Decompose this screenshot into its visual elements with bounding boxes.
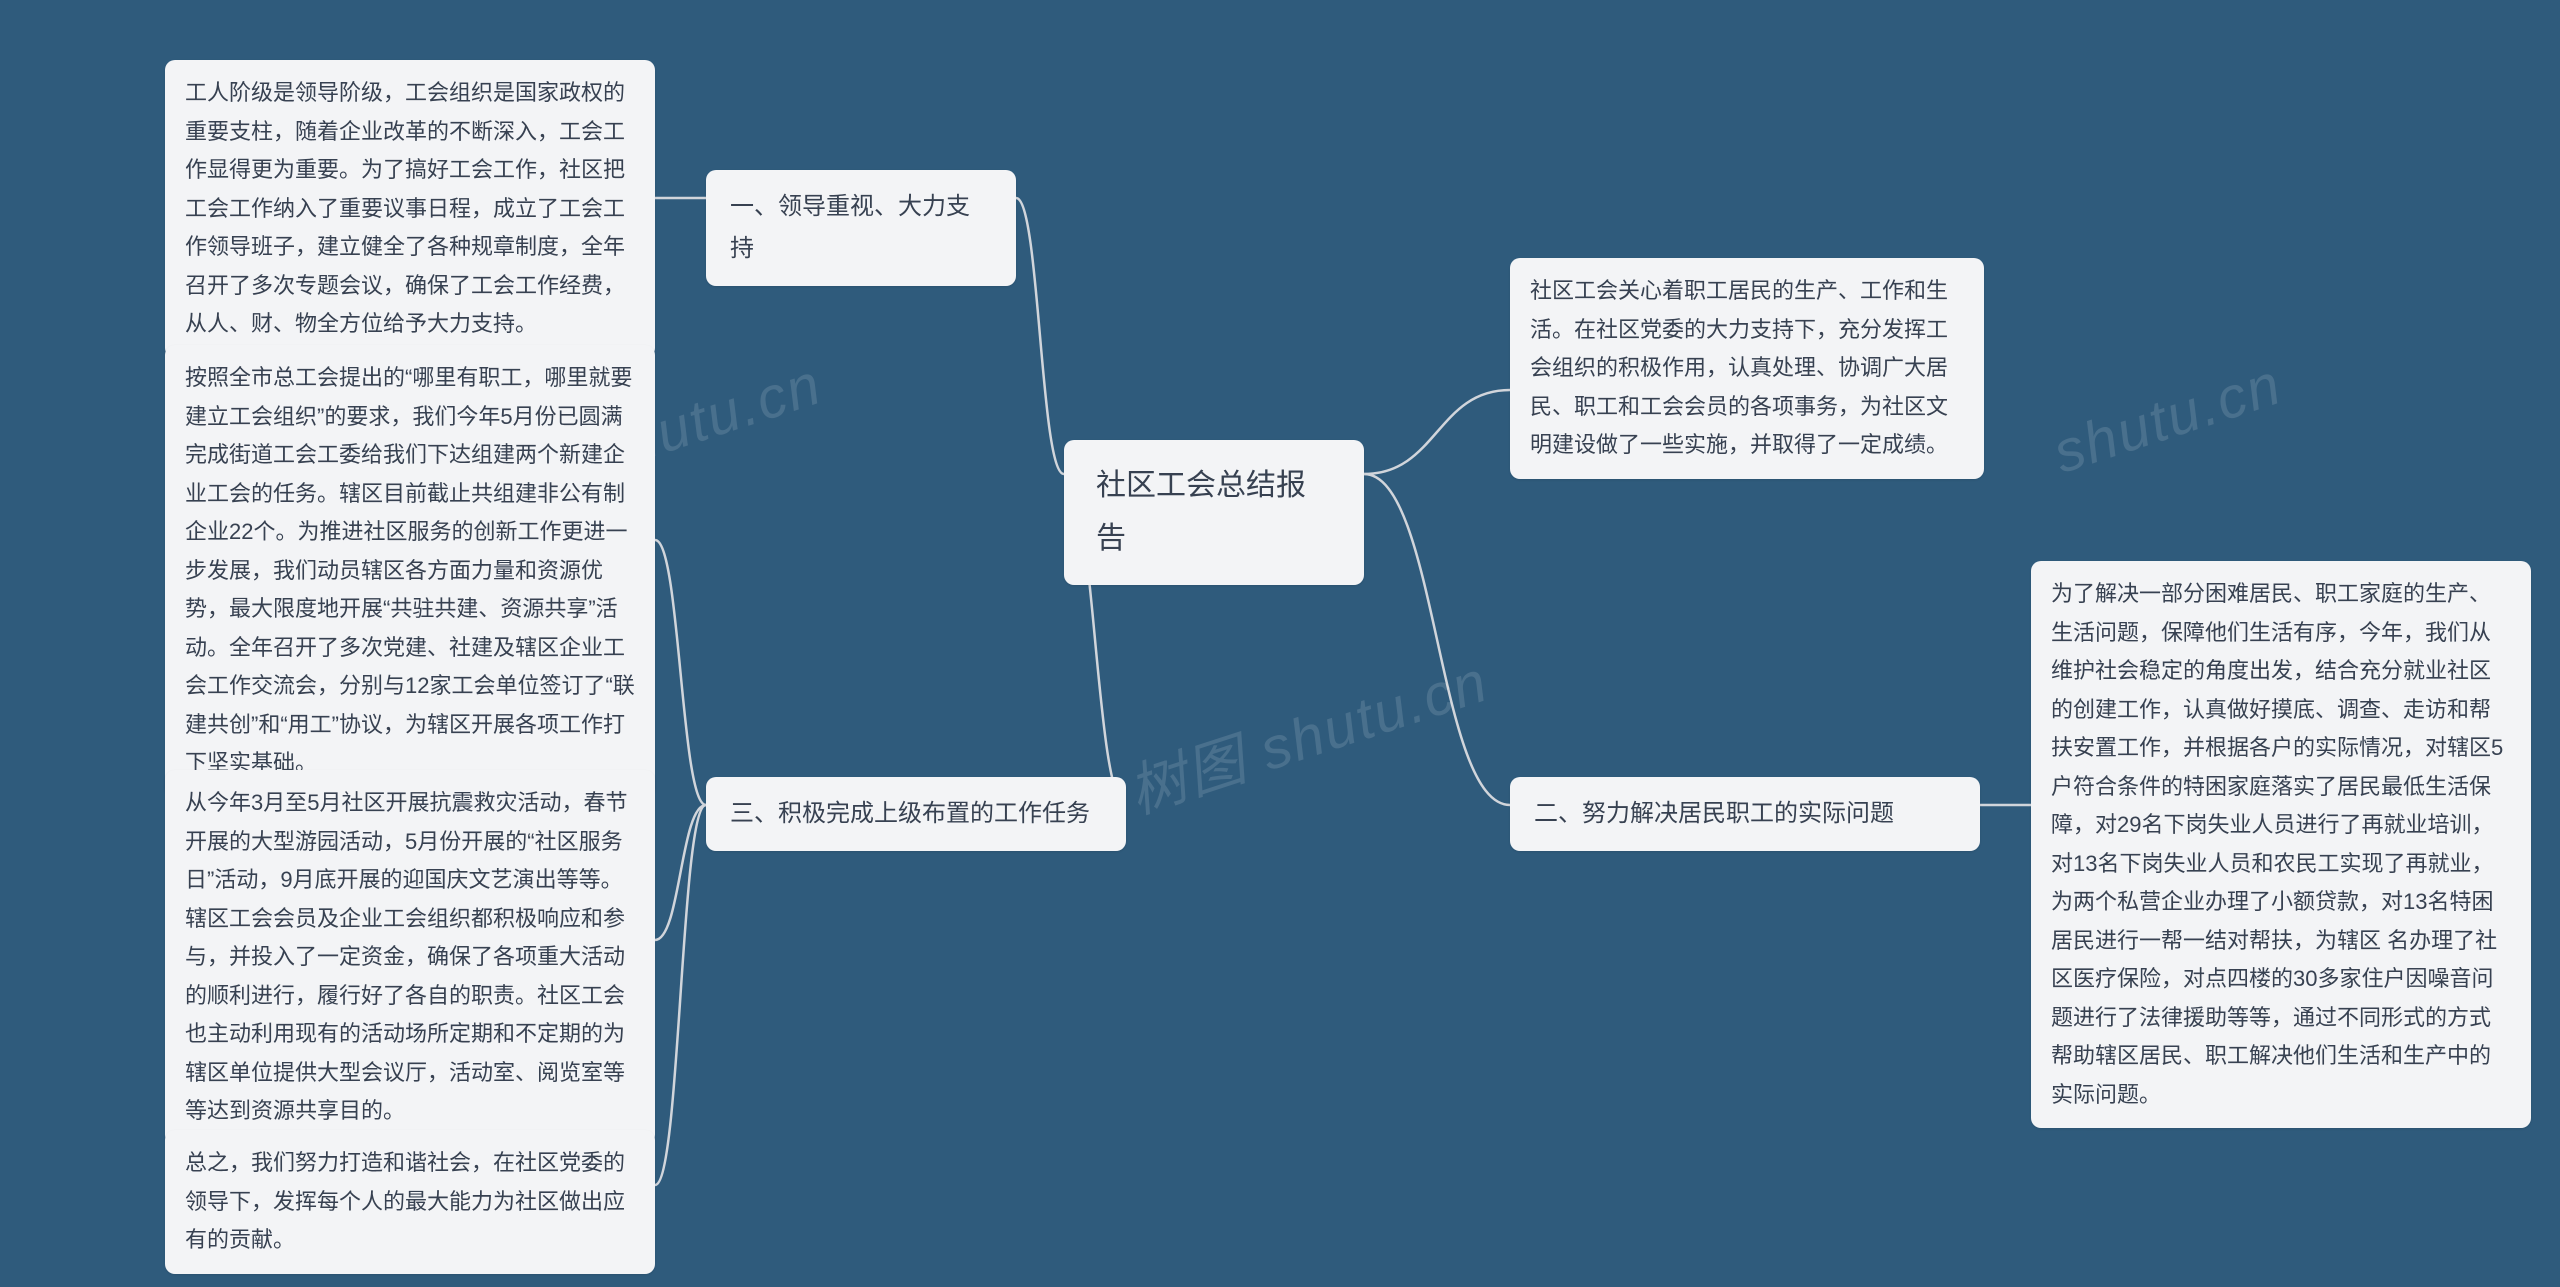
section-1-node: 一、领导重视、大力支持	[706, 170, 1016, 286]
intro-node: 社区工会关心着职工居民的生产、工作和生活。在社区党委的大力支持下，充分发挥工会组…	[1510, 258, 1984, 479]
section-2-child-1-text: 为了解决一部分困难居民、职工家庭的生产、生活问题，保障他们生活有序，今年，我们从…	[2051, 581, 2503, 1107]
section-2-label: 二、努力解决居民职工的实际问题	[1534, 800, 1894, 827]
root-node: 社区工会总结报告	[1064, 440, 1364, 585]
section-1-child-1-text: 工人阶级是领导阶级，工会组织是国家政权的重要支柱，随着企业改革的不断深入，工会工…	[185, 80, 625, 336]
root-label: 社区工会总结报告	[1096, 469, 1306, 555]
section-2-child-1: 为了解决一部分困难居民、职工家庭的生产、生活问题，保障他们生活有序，今年，我们从…	[2031, 561, 2531, 1128]
section-3-child-2: 从今年3月至5月社区开展抗震救灾活动，春节开展的大型游园活动，5月份开展的“社区…	[165, 770, 655, 1145]
section-3-child-3: 总之，我们努力打造和谐社会，在社区党委的领导下，发挥每个人的最大能力为社区做出应…	[165, 1130, 655, 1274]
section-3-child-1: 按照全市总工会提出的“哪里有职工，哪里就要建立工会组织”的要求，我们今年5月份已…	[165, 345, 655, 797]
watermark: 树图 shutu.cn	[1116, 634, 1497, 829]
section-3-child-3-text: 总之，我们努力打造和谐社会，在社区党委的领导下，发挥每个人的最大能力为社区做出应…	[185, 1150, 625, 1252]
section-3-child-1-text: 按照全市总工会提出的“哪里有职工，哪里就要建立工会组织”的要求，我们今年5月份已…	[185, 365, 635, 775]
intro-text: 社区工会关心着职工居民的生产、工作和生活。在社区党委的大力支持下，充分发挥工会组…	[1530, 278, 1948, 457]
section-1-label: 一、领导重视、大力支持	[730, 193, 970, 262]
watermark: shutu.cn	[2045, 350, 2289, 486]
section-2-node: 二、努力解决居民职工的实际问题	[1510, 777, 1980, 851]
section-1-child-1: 工人阶级是领导阶级，工会组织是国家政权的重要支柱，随着企业改革的不断深入，工会工…	[165, 60, 655, 358]
section-3-label: 三、积极完成上级布置的工作任务	[730, 800, 1090, 827]
section-3-node: 三、积极完成上级布置的工作任务	[706, 777, 1126, 851]
section-3-child-2-text: 从今年3月至5月社区开展抗震救灾活动，春节开展的大型游园活动，5月份开展的“社区…	[185, 790, 627, 1123]
